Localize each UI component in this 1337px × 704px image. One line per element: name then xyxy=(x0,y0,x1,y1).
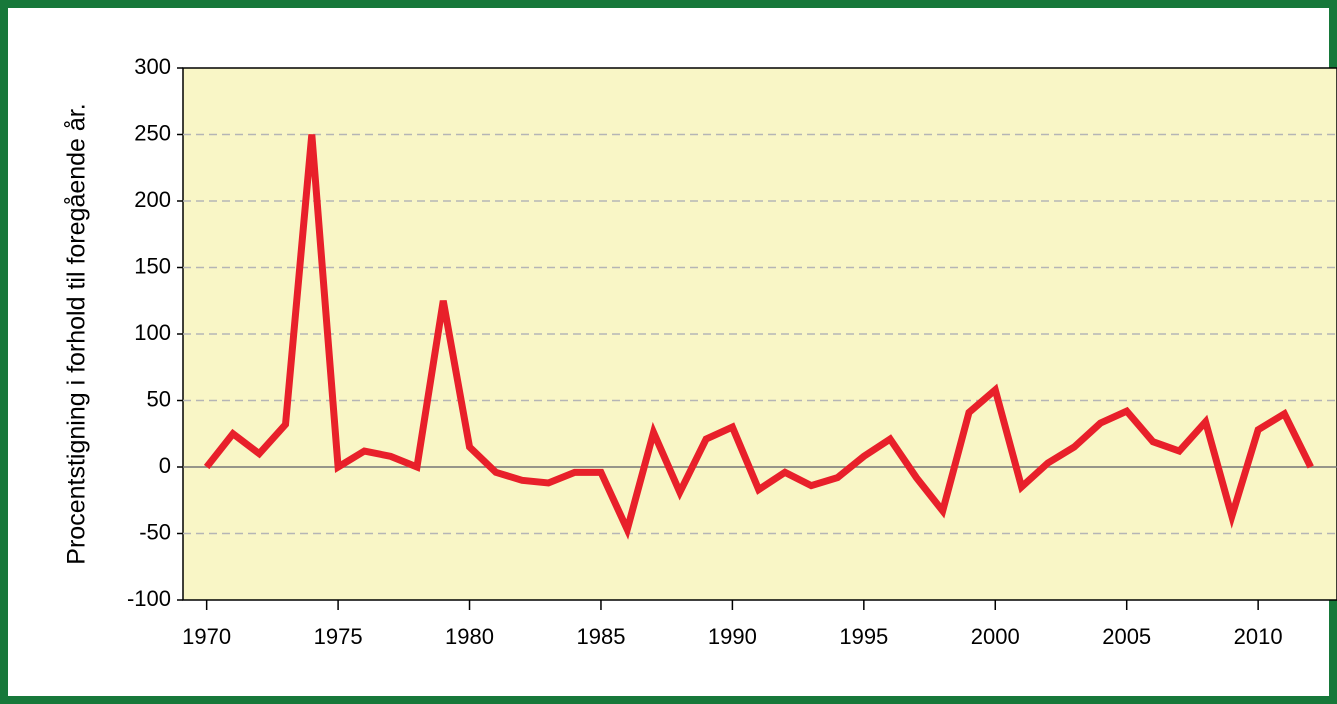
x-tick-label: 2010 xyxy=(1234,624,1283,649)
y-tick-label: 300 xyxy=(134,54,171,79)
y-tick-label: 0 xyxy=(159,453,171,478)
y-tick-label: 200 xyxy=(134,187,171,212)
x-tick-label: 1970 xyxy=(182,624,231,649)
x-tick-label: 1975 xyxy=(314,624,363,649)
data-line xyxy=(203,134,1314,540)
y-tick-label: 150 xyxy=(134,253,171,278)
x-tick-label: 1985 xyxy=(576,624,625,649)
y-axis-label: Procentstigning i forhold til foregående… xyxy=(63,103,91,564)
y-tick-label: 100 xyxy=(134,320,171,345)
x-tick-label: 1995 xyxy=(839,624,888,649)
x-tick-label: 2005 xyxy=(1102,624,1151,649)
y-tick-label: 250 xyxy=(134,120,171,145)
y-tick-label: -50 xyxy=(139,519,171,544)
x-tick-label: 1990 xyxy=(708,624,757,649)
y-tick-label: -100 xyxy=(127,586,171,611)
x-tick-label: 2000 xyxy=(971,624,1020,649)
x-tick-label: 1980 xyxy=(445,624,494,649)
y-tick-label: 50 xyxy=(147,386,171,411)
